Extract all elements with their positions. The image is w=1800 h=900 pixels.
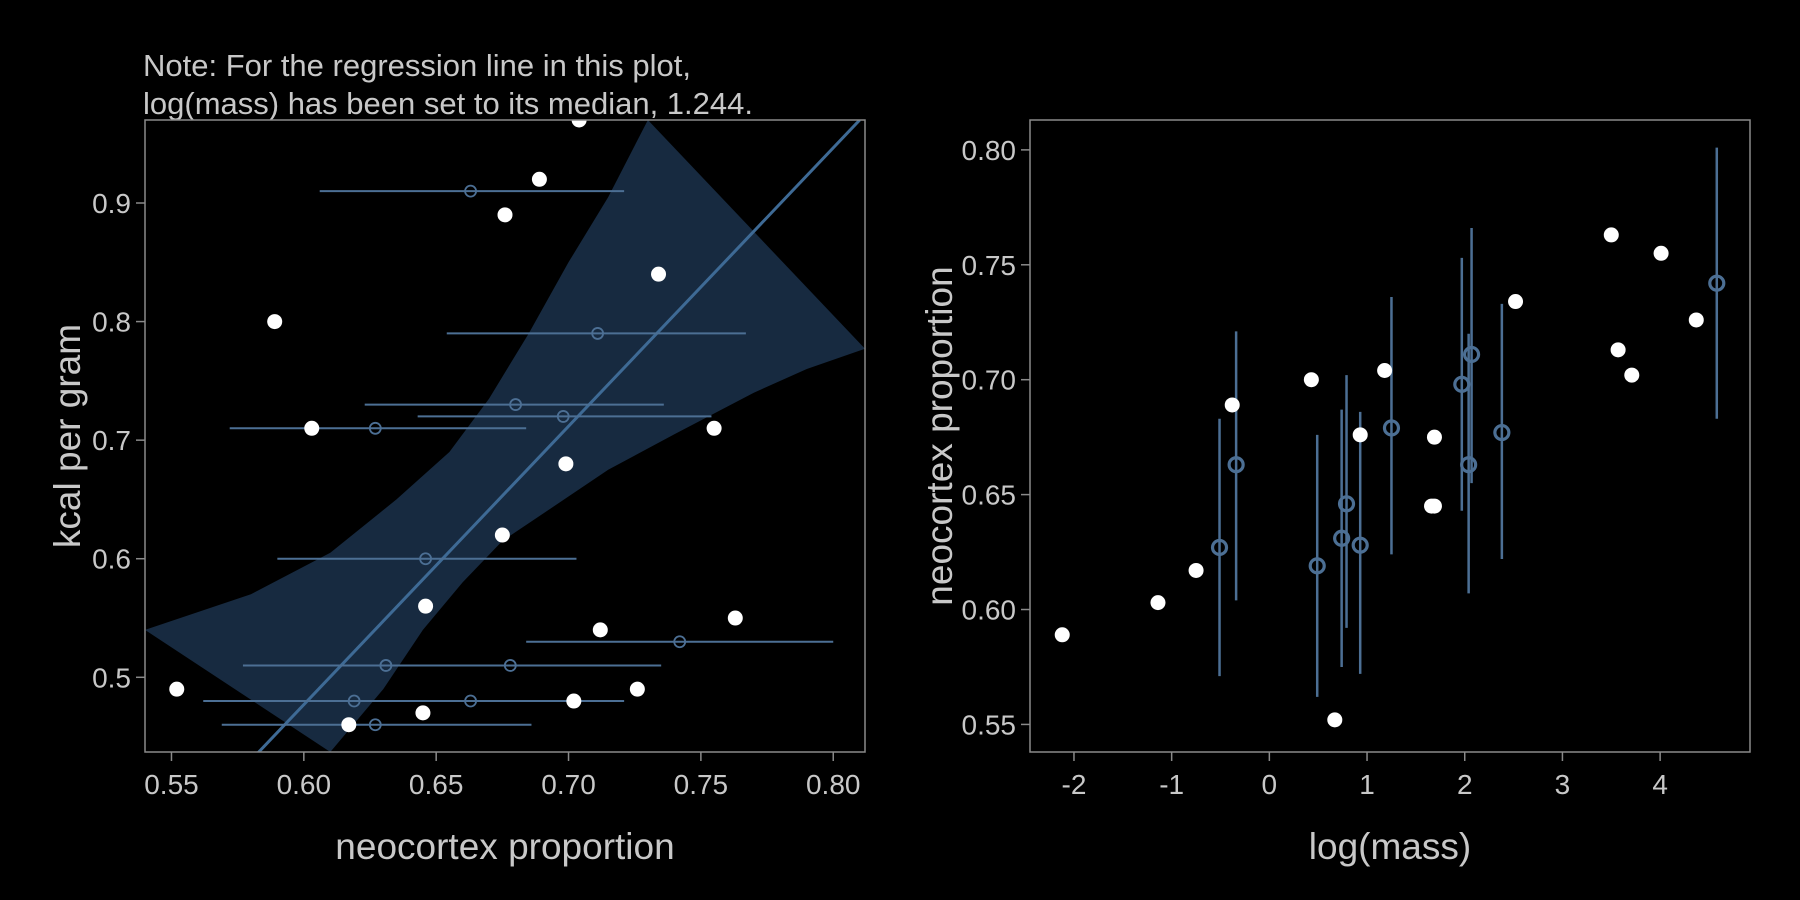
imputed-point (509, 398, 522, 411)
imputed-point (1708, 274, 1726, 292)
left-panel-kcal-vs-neocortex: 0.55 0.60 0.65 0.70 0.75 0.80 0.5 0.6 0.7 0.8 0.9 n… (47, 119, 866, 867)
observed-point (418, 598, 434, 614)
observed-point (1352, 427, 1368, 443)
observed-point (629, 681, 645, 697)
observed-point (558, 456, 574, 472)
y-axis-title: neocortex proportion (919, 266, 960, 605)
y-tick-label: 0.80 (962, 135, 1017, 166)
observed-point (592, 622, 608, 638)
observed-point (1150, 595, 1166, 611)
right-panel-neocortex-vs-logmass: -2 -1 0 1 2 3 4 0.55 0.60 0.65 0.70 0.75 0.80 log(mas… (919, 119, 1751, 867)
x-tick-label: 3 (1555, 769, 1571, 800)
imputed-point (1210, 538, 1229, 557)
x-tick-label: -1 (1159, 769, 1184, 800)
observed-point (267, 314, 283, 330)
observed-point (727, 610, 743, 626)
observed-point (651, 266, 667, 282)
x-tick-label: -2 (1062, 769, 1087, 800)
observed-point (1603, 227, 1619, 243)
observed-point (341, 717, 357, 733)
imputed-point (556, 410, 570, 423)
observed-point (1653, 245, 1669, 261)
x-tick-label: 0.75 (674, 769, 729, 800)
observed-point (1054, 627, 1070, 643)
x-tick-label: 0 (1262, 769, 1278, 800)
regression-note-line-1: Note: For the regression line in this pl… (143, 48, 691, 83)
y-tick-label: 0.75 (962, 250, 1017, 281)
observed-point (415, 705, 431, 721)
x-tick-label: 2 (1457, 769, 1473, 800)
plot-frame (144, 119, 866, 753)
x-tick-label: 0.60 (277, 769, 332, 800)
observed-point (1303, 372, 1319, 388)
y-tick-label: 0.65 (962, 480, 1017, 511)
observed-point (1508, 294, 1524, 310)
imputed-point (1462, 345, 1481, 364)
imputed-point (503, 659, 517, 672)
observed-point (1224, 397, 1240, 413)
y-tick-label: 0.7 (92, 425, 131, 456)
x-tick-label: 0.55 (144, 769, 199, 800)
imputed-point (368, 421, 382, 435)
x-tick-label: 4 (1652, 769, 1668, 800)
y-axis-title: kcal per gram (47, 324, 88, 548)
imputed-point (464, 694, 477, 708)
confidence-band (145, 120, 865, 752)
observed-point (1377, 363, 1393, 379)
imputed-point (1351, 536, 1369, 554)
regression-line (256, 120, 861, 752)
imputed-point (1333, 529, 1351, 547)
observed-point (497, 207, 513, 223)
observed-point (566, 693, 582, 709)
x-tick-label: 0.70 (541, 769, 596, 800)
imputed-point (673, 635, 687, 649)
observed-point (494, 527, 510, 543)
observed-point (1688, 312, 1704, 328)
observed-point (304, 420, 320, 436)
x-tick-label: 0.80 (806, 769, 861, 800)
observed-point (1426, 498, 1442, 514)
imputed-point (368, 718, 382, 732)
y-tick-label: 0.6 (92, 544, 131, 575)
imputed-point (1227, 456, 1245, 474)
observed-point (1426, 429, 1442, 445)
imputed-point (1460, 456, 1478, 474)
imputed-point (1308, 557, 1326, 575)
observed-point (1188, 562, 1204, 578)
imputed-point (347, 694, 361, 708)
imputed-point (591, 327, 605, 340)
x-tick-label: 1 (1359, 769, 1375, 800)
plot-frame (1029, 119, 1751, 753)
y-tick-label: 0.55 (962, 709, 1017, 740)
y-tick-label: 0.70 (962, 365, 1017, 396)
y-tick-label: 0.5 (92, 662, 131, 693)
imputed-point (379, 659, 393, 672)
imputed-point (1337, 495, 1356, 513)
observed-point (1327, 712, 1343, 728)
imputed-point (464, 184, 477, 198)
imputed-point (419, 552, 432, 566)
observed-point (571, 120, 587, 128)
observed-point (706, 420, 722, 436)
x-axis-title: log(mass) (1309, 826, 1471, 867)
plot-area (145, 120, 865, 752)
y-tick-label: 0.60 (962, 595, 1017, 626)
imputed-point (1453, 375, 1471, 393)
regression-note-line-2: log(mass) has been set to its median, 1.… (143, 86, 753, 121)
plot-area (1054, 147, 1726, 728)
y-tick-label: 0.9 (92, 188, 131, 219)
imputed-point (1493, 423, 1511, 442)
observed-point (169, 681, 185, 697)
y-tick-label: 0.8 (92, 307, 131, 338)
imputed-point (1382, 419, 1401, 437)
observed-point (1624, 367, 1640, 383)
observed-point (531, 171, 547, 187)
observed-point (1610, 342, 1626, 358)
x-tick-label: 0.65 (409, 769, 464, 800)
x-axis-title: neocortex proportion (335, 826, 674, 867)
